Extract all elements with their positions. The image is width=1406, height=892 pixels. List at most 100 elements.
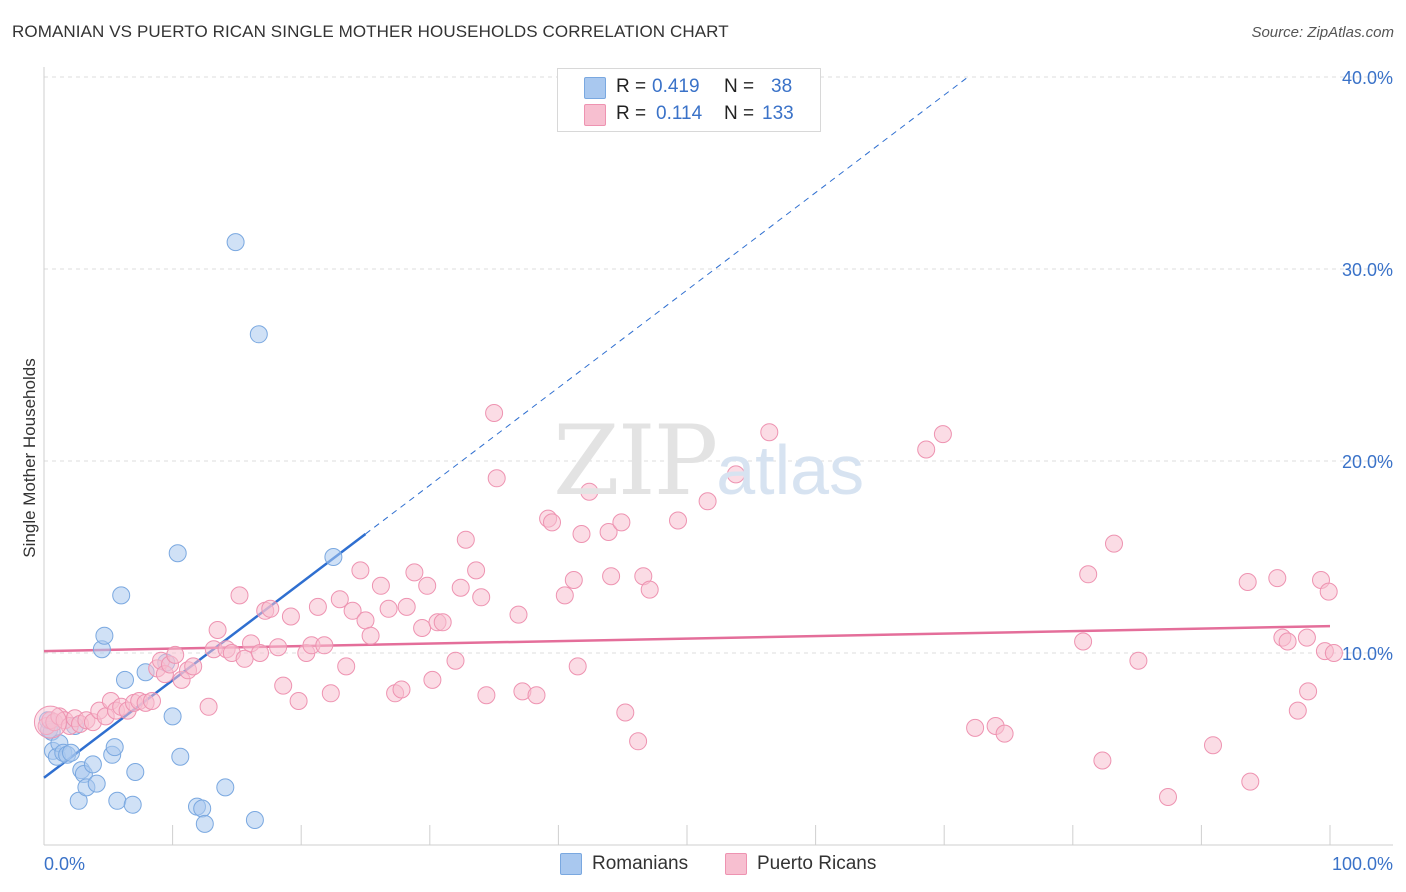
point-puerto-ricans [669, 511, 687, 530]
point-romanians [116, 670, 134, 689]
point-puerto-ricans [251, 644, 269, 662]
point-puerto-ricans [1093, 751, 1112, 770]
point-puerto-ricans [1299, 682, 1318, 701]
point-puerto-ricans [321, 684, 340, 703]
point-romanians [108, 791, 127, 810]
y-tick-label: 20.0% [1342, 452, 1393, 472]
point-puerto-ricans [467, 561, 486, 580]
point-puerto-ricans [184, 657, 203, 676]
point-puerto-ricans [933, 425, 952, 444]
point-romanians [126, 763, 145, 781]
legend-item-puerto-ricans[interactable]: Puerto Ricans [725, 850, 876, 878]
point-puerto-ricans [208, 621, 227, 639]
romanians-legend-swatch [560, 853, 582, 875]
r-label: R = [616, 76, 647, 97]
n-value: 133 [762, 103, 794, 124]
point-puerto-ricans [1204, 736, 1222, 755]
point-puerto-ricans [555, 586, 574, 605]
point-puerto-ricans [1079, 565, 1098, 584]
point-puerto-ricans [330, 590, 349, 609]
stats-row-romanians: R = 0.419 N = 38 [584, 74, 814, 100]
y-tick-label: 40.0% [1342, 68, 1393, 88]
point-puerto-ricans [418, 576, 437, 595]
point-puerto-ricans [289, 692, 308, 710]
point-romanians [171, 747, 190, 766]
watermark-atlas: atlas [716, 431, 865, 509]
y-tick-label: 10.0% [1342, 644, 1393, 664]
point-romanians [249, 325, 268, 344]
point-puerto-ricans [1159, 788, 1177, 806]
watermark-zip: ZIP [553, 405, 718, 517]
legend-item-romanians[interactable]: Romanians [560, 850, 688, 878]
r-value: 0.419 [652, 76, 700, 97]
x-tick-label-end: 100.0% [1332, 854, 1393, 874]
n-value: 38 [771, 76, 793, 97]
point-puerto-ricans [166, 645, 185, 664]
point-puerto-ricans [760, 423, 779, 442]
point-romanians [112, 586, 131, 605]
point-puerto-ricans [568, 657, 587, 676]
x-tick-label-start: 0.0% [44, 854, 85, 874]
point-romanians [87, 774, 106, 793]
point-puerto-ricans [1288, 701, 1307, 720]
point-puerto-ricans [572, 525, 591, 543]
r-label: R = [616, 103, 647, 124]
point-puerto-ricans [405, 563, 424, 582]
point-romanians [195, 814, 214, 833]
point-romanians [324, 548, 343, 566]
gridlines [44, 76, 1393, 654]
point-puerto-ricans [616, 703, 635, 722]
point-puerto-ricans [308, 597, 327, 616]
point-puerto-ricans [361, 626, 380, 645]
point-romanians [83, 755, 102, 774]
point-puerto-ricans [199, 697, 218, 716]
point-puerto-ricans [602, 567, 621, 586]
tick-labels: 10.0% 20.0% 30.0% 40.0% 0.0% 100.0% Single Mot… [20, 68, 1393, 874]
point-puerto-ricans [477, 686, 496, 705]
point-romanians [163, 707, 182, 726]
r-value: 0.114 [656, 103, 703, 124]
point-puerto-ricans [371, 576, 390, 595]
point-puerto-ricans [726, 465, 745, 484]
point-puerto-ricans [451, 578, 470, 597]
point-puerto-ricans [487, 469, 506, 488]
point-puerto-ricans [351, 561, 370, 580]
point-puerto-ricans [966, 718, 985, 737]
point-puerto-ricans [698, 492, 717, 511]
point-puerto-ricans [580, 482, 599, 501]
point-puerto-ricans [995, 724, 1014, 743]
n-label: N = [724, 103, 755, 124]
point-puerto-ricans [472, 588, 491, 607]
point-romanians [62, 743, 80, 762]
point-puerto-ricans [1324, 644, 1343, 662]
point-romanians [245, 811, 264, 829]
trend-line-romanians-extension [365, 75, 971, 535]
trend-line-romanians [43, 532, 367, 779]
y-tick-label: 30.0% [1342, 260, 1393, 280]
point-puerto-ricans [356, 611, 375, 630]
point-puerto-ricans [315, 636, 334, 655]
point-romanians [69, 791, 88, 810]
point-romanians [226, 233, 245, 252]
point-puerto-ricans [917, 440, 936, 459]
point-romanians [216, 778, 235, 797]
point-puerto-ricans [413, 619, 432, 637]
point-puerto-ricans [1238, 573, 1257, 591]
point-puerto-ricans [456, 530, 475, 549]
point-romanians [123, 795, 142, 814]
watermark: ZIPatlas [553, 405, 864, 517]
point-puerto-ricans [1105, 534, 1123, 553]
point-puerto-ricans [1319, 582, 1338, 601]
romanians-legend-label: Romanians [592, 853, 689, 874]
point-puerto-ricans [281, 607, 300, 626]
point-puerto-ricans [392, 680, 411, 699]
point-puerto-ricans [379, 599, 398, 618]
data-points [33, 233, 1343, 833]
point-puerto-ricans [143, 692, 161, 710]
stats-row-puerto-ricans: R = 0.114 N = 133 [584, 101, 814, 127]
point-puerto-ricans [599, 523, 618, 541]
n-label: N = [724, 76, 755, 97]
point-puerto-ricans [261, 599, 280, 618]
point-puerto-ricans [230, 586, 249, 605]
